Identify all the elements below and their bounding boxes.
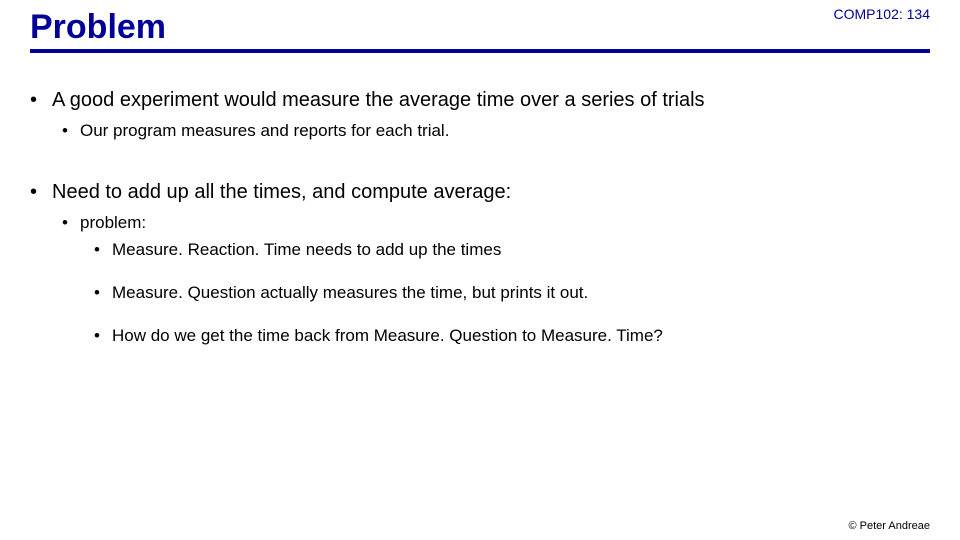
bullet-text: Need to add up all the times, and comput…: [52, 179, 511, 206]
spacer: [30, 147, 930, 169]
footer-copyright: © Peter Andreae: [849, 520, 931, 532]
bullet-dot-icon: •: [94, 239, 112, 262]
bullet-level2: • problem:: [62, 212, 930, 235]
bullet-dot-icon: •: [94, 325, 112, 348]
spacer: [30, 309, 930, 321]
bullet-dot-icon: •: [62, 212, 80, 235]
page-title: Problem: [30, 8, 166, 49]
bullet-dot-icon: •: [30, 87, 52, 114]
bullet-text: Measure. Question actually measures the …: [112, 282, 588, 305]
bullet-text: problem:: [80, 212, 146, 235]
bullet-text: Our program measures and reports for eac…: [80, 120, 449, 143]
bullet-text: How do we get the time back from Measure…: [112, 325, 663, 348]
bullet-text: Measure. Reaction. Time needs to add up …: [112, 239, 501, 262]
bullet-level1: • A good experiment would measure the av…: [30, 87, 930, 114]
bullet-dot-icon: •: [30, 179, 52, 206]
bullet-dot-icon: •: [62, 120, 80, 143]
bullet-level3: • How do we get the time back from Measu…: [94, 325, 930, 348]
bullet-dot-icon: •: [94, 282, 112, 305]
bullet-level2: • Our program measures and reports for e…: [62, 120, 930, 143]
content-area: • A good experiment would measure the av…: [0, 53, 960, 348]
course-tag: COMP102: 134: [834, 6, 931, 22]
bullet-level1: • Need to add up all the times, and comp…: [30, 179, 930, 206]
bullet-text: A good experiment would measure the aver…: [52, 87, 705, 114]
bullet-level3: • Measure. Reaction. Time needs to add u…: [94, 239, 930, 262]
bullet-level3: • Measure. Question actually measures th…: [94, 282, 930, 305]
header: Problem COMP102: 134: [0, 0, 960, 49]
spacer: [30, 266, 930, 278]
